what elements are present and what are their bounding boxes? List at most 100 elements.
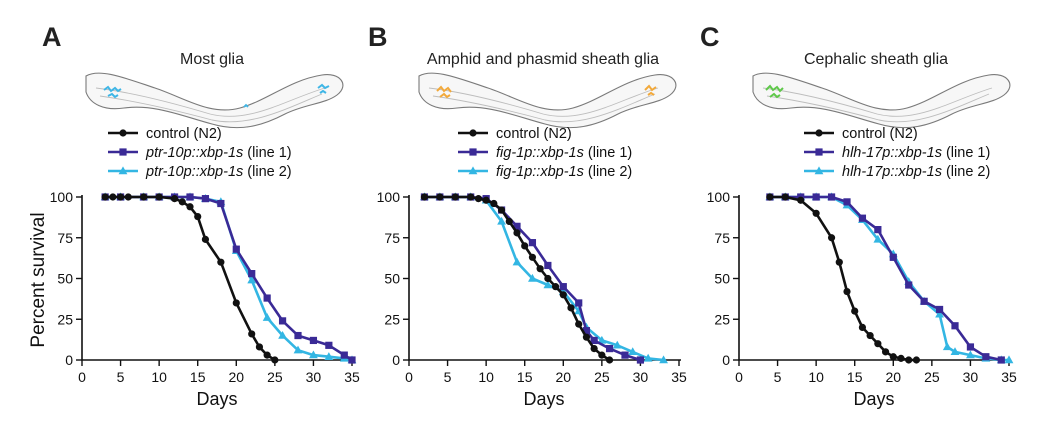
series-square — [766, 193, 1005, 364]
data-point — [621, 351, 629, 359]
x-tick-label: 5 — [444, 369, 452, 385]
data-point — [497, 206, 506, 214]
legend-label: hlh-17p::xbp-1s (line 1) — [842, 145, 990, 161]
glia-cells-head — [436, 85, 452, 99]
x-tick-label: 15 — [190, 369, 206, 385]
y-tick-label: 25 — [714, 311, 730, 327]
data-point — [420, 193, 429, 201]
data-point — [866, 331, 874, 340]
data-point — [827, 193, 836, 201]
x-tick-label: 30 — [633, 369, 649, 385]
legend-marker — [469, 129, 477, 137]
data-point — [340, 351, 348, 359]
data-point — [843, 287, 851, 296]
data-point — [582, 333, 591, 341]
data-point — [324, 352, 334, 360]
data-point — [544, 274, 552, 283]
data-point — [843, 198, 851, 206]
data-point — [271, 356, 279, 364]
data-point — [905, 356, 913, 364]
data-point — [467, 193, 475, 201]
data-point — [255, 343, 264, 351]
data-point — [966, 350, 975, 359]
y-axis-title: Percent survival — [28, 212, 49, 347]
data-point — [124, 193, 132, 201]
glia-cells-head — [103, 85, 122, 99]
data-point — [559, 291, 567, 299]
series-line — [769, 195, 917, 362]
data-point — [325, 341, 333, 349]
legend-marker — [815, 148, 823, 156]
legend-entry: fig-1p::xbp-1s (line 1) — [458, 145, 632, 161]
data-point — [597, 335, 607, 344]
data-point — [262, 313, 272, 321]
data-point — [248, 270, 256, 278]
worm-illustration — [85, 72, 344, 129]
worm-illustration — [752, 72, 1011, 129]
data-point — [170, 195, 179, 203]
y-tick-label: 100 — [377, 189, 401, 205]
series-circle — [766, 193, 921, 364]
data-point — [628, 347, 638, 356]
data-point — [505, 217, 513, 226]
legend-entry: control (N2) — [804, 126, 918, 142]
x-tick-label: 15 — [517, 369, 533, 385]
legend-label: control (N2) — [146, 126, 222, 142]
x-tick-label: 0 — [405, 369, 413, 385]
data-point — [982, 353, 990, 361]
series-line — [424, 195, 611, 362]
data-point — [874, 226, 882, 234]
x-tick-label: 0 — [735, 369, 743, 385]
legend: control (N2) ptr-10p::xbp-1s (line 1) pt… — [108, 126, 292, 180]
series-line — [105, 195, 353, 362]
y-tick-label: 50 — [714, 271, 730, 287]
data-point — [451, 193, 459, 201]
data-point — [194, 212, 202, 221]
data-point — [201, 195, 210, 203]
data-point — [951, 322, 959, 330]
y-tick-label: 100 — [707, 189, 731, 205]
axes — [81, 195, 354, 361]
data-point — [889, 353, 897, 361]
data-point — [920, 297, 928, 305]
data-point — [528, 273, 537, 282]
data-point — [348, 356, 356, 364]
data-point — [232, 245, 240, 253]
y-tick-label: 25 — [57, 311, 73, 327]
legend-label: fig-1p::xbp-1s (line 1) — [496, 145, 632, 161]
data-point — [140, 193, 148, 201]
data-point — [436, 193, 444, 201]
legend-entry: hlh-17p::xbp-1s (line 1) — [804, 145, 990, 161]
series-triangle — [765, 192, 1014, 364]
data-point — [935, 305, 944, 314]
legend-entry: control (N2) — [108, 126, 222, 142]
data-point — [309, 336, 318, 345]
legend-entry: fig-1p::xbp-1s (line 2) — [458, 164, 632, 180]
data-point — [997, 356, 1005, 364]
data-point — [766, 193, 774, 201]
data-point — [659, 355, 668, 364]
data-point — [567, 304, 575, 312]
legend-entry: ptr-10p::xbp-1s (line 2) — [108, 164, 292, 180]
data-point — [897, 354, 905, 362]
data-point — [186, 203, 194, 211]
data-point — [528, 253, 537, 261]
data-point — [186, 193, 194, 201]
data-point — [605, 356, 614, 364]
legend-marker — [814, 166, 824, 175]
x-tick-label: 30 — [963, 369, 979, 385]
x-tick-label: 20 — [555, 369, 571, 385]
data-point — [881, 348, 890, 356]
data-point — [873, 234, 883, 243]
data-point — [528, 239, 537, 247]
series-line — [769, 195, 1009, 362]
data-point — [858, 323, 867, 331]
data-point — [889, 253, 897, 261]
panel-c: C Cephalic sheath glia control (N2) hlh-… — [700, 22, 1017, 409]
legend-marker — [468, 166, 478, 175]
legend-entry: control (N2) — [458, 126, 572, 142]
legend: control (N2) hlh-17p::xbp-1s (line 1) hl… — [804, 126, 990, 180]
data-point — [513, 222, 521, 230]
data-point — [294, 331, 302, 340]
